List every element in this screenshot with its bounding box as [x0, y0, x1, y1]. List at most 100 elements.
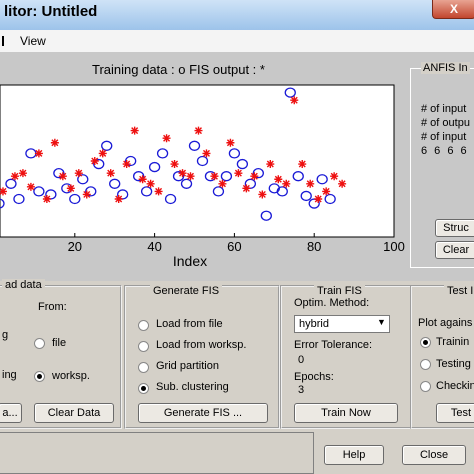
training-data-point — [292, 171, 304, 182]
test-now-button[interactable]: Test — [436, 403, 474, 423]
fis-output-point — [138, 175, 147, 184]
clear-data-button[interactable]: Clear Data — [34, 403, 114, 423]
training-data-series — [0, 87, 336, 221]
fis-output-point — [250, 172, 259, 181]
x-tick-label: 20 — [68, 239, 82, 254]
fis-output-point — [258, 190, 267, 199]
anfis-line-2: # of outpu — [421, 117, 470, 129]
menu-item-cut-off[interactable] — [2, 36, 10, 46]
train-now-button[interactable]: Train Now — [294, 403, 398, 423]
fis-output-point — [0, 187, 7, 196]
structure-button[interactable]: Struc — [435, 219, 474, 237]
load-data-button[interactable]: a... — [0, 403, 22, 423]
fis-output-point — [186, 172, 195, 181]
fis-output-point — [218, 179, 227, 188]
close-button[interactable]: Close — [402, 445, 466, 465]
training-data-point — [101, 140, 113, 151]
menu-bar: View — [0, 30, 474, 53]
anfis-info-title: ANFIS In — [421, 62, 470, 74]
load-data-title: ad data — [2, 279, 45, 291]
training-data-point — [276, 186, 288, 197]
fis-output-point — [298, 160, 307, 169]
optim-method-value: hybrid — [299, 318, 329, 330]
fis-output-point — [58, 172, 67, 181]
load-from-workspace-radio[interactable] — [138, 341, 149, 352]
epochs-value: 3 — [298, 384, 305, 396]
fis-output-point — [90, 157, 99, 165]
fis-output-series — [0, 96, 347, 203]
training-data-point — [284, 87, 296, 98]
training-data-point — [268, 183, 280, 194]
type-label-cut-2: ing — [2, 369, 17, 381]
load-from-file-radio[interactable] — [138, 320, 149, 331]
from-file-label: file — [52, 337, 67, 349]
clear-plot-button[interactable]: Clear — [435, 241, 474, 259]
fis-output-point — [146, 179, 155, 188]
generate-fis-button[interactable]: Generate FIS ... — [138, 403, 268, 423]
fis-output-point — [66, 184, 75, 193]
from-file-radio[interactable] — [34, 338, 45, 349]
training-data-point — [260, 210, 272, 221]
plot-title: Training data : o FIS output : * — [92, 62, 265, 77]
training-data-point — [164, 193, 177, 205]
fis-output-point — [106, 169, 115, 178]
test-training-radio[interactable] — [420, 337, 431, 348]
fis-output-point — [314, 195, 323, 203]
load-from-file-label: Load from file — [156, 318, 223, 330]
test-testing-radio[interactable] — [420, 359, 431, 370]
test-testing-label: Testing — [436, 358, 471, 370]
training-data-point — [132, 171, 145, 182]
fis-output-point — [34, 149, 43, 158]
sub-clustering-radio[interactable] — [138, 383, 149, 394]
fis-output-point — [178, 169, 187, 178]
fis-output-point — [338, 179, 347, 188]
fis-output-point — [290, 96, 299, 105]
training-data-point — [228, 148, 241, 159]
fis-output-point — [98, 149, 107, 158]
training-data-point — [300, 190, 312, 202]
test-checking-label: Checkin — [436, 380, 474, 392]
load-from-workspace-label: Load from worksp. — [156, 339, 247, 351]
optim-method-select[interactable]: hybrid ▼ — [294, 315, 390, 333]
menu-view[interactable]: View — [20, 34, 46, 48]
grid-partition-radio[interactable] — [138, 362, 149, 373]
fis-output-point — [170, 160, 179, 169]
epochs-input[interactable]: 3 — [294, 383, 390, 399]
epochs-label: Epochs: — [294, 371, 334, 383]
fis-output-point — [122, 160, 131, 169]
error-tolerance-value: 0 — [298, 354, 305, 366]
sub-clustering-label: Sub. clustering — [156, 381, 229, 393]
fis-output-point — [130, 126, 139, 135]
training-data-point — [212, 186, 225, 197]
training-data-point — [172, 171, 185, 182]
optim-method-label: Optim. Method: — [294, 297, 370, 309]
chevron-down-icon: ▼ — [377, 317, 386, 327]
test-fis-group: Test I Plot agains Trainin Testing Check… — [410, 285, 474, 429]
fis-output-point — [154, 187, 163, 196]
window-title: litor: Untitled — [4, 3, 98, 20]
training-data-point — [188, 140, 201, 151]
fis-output-point — [42, 195, 51, 203]
anfis-line-3: # of input — [421, 131, 467, 143]
training-data-point — [236, 158, 249, 170]
train-fis-group: Train FIS Optim. Method: hybrid ▼ Error … — [280, 285, 412, 429]
fis-output-point — [226, 138, 235, 147]
fis-output-point — [210, 172, 219, 181]
test-checking-radio[interactable] — [420, 381, 431, 392]
fis-output-point — [330, 172, 339, 181]
fis-output-point — [194, 126, 203, 135]
fis-output-point — [266, 160, 275, 169]
x-ticks: 20 40 60 80 100 — [68, 233, 405, 254]
training-data-point — [13, 193, 25, 205]
from-workspace-radio[interactable] — [34, 371, 45, 382]
fis-output-point — [74, 169, 83, 178]
x-tick-label: 100 — [383, 239, 405, 254]
error-tolerance-input[interactable]: 0 — [294, 353, 390, 369]
fis-output-point — [114, 195, 123, 203]
training-data-point — [156, 148, 169, 159]
help-button[interactable]: Help — [324, 445, 384, 465]
training-data-point — [53, 168, 65, 179]
test-training-label: Trainin — [436, 336, 470, 348]
window-close-button[interactable]: X — [432, 0, 474, 19]
from-label: From: — [38, 301, 67, 313]
